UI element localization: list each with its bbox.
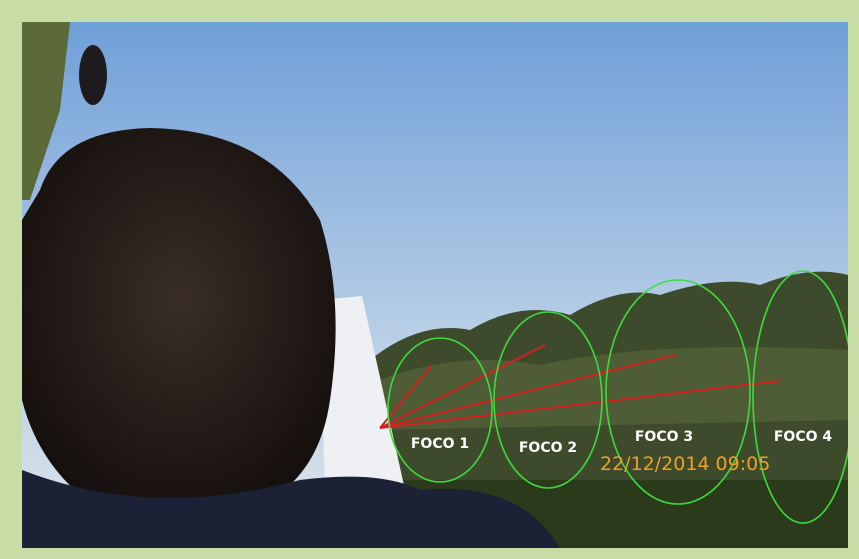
bird: [79, 45, 107, 105]
focus-label: FOCO 1: [411, 436, 469, 452]
photo: FOCO 1 FOCO 2 FOCO 3 FOCO 4 22/12/2014 0…: [22, 22, 853, 548]
page: FOCO 1 FOCO 2 FOCO 3 FOCO 4 22/12/2014 0…: [0, 0, 859, 559]
head: [22, 128, 336, 510]
focus-label: FOCO 4: [774, 429, 833, 445]
photo-frame: FOCO 1 FOCO 2 FOCO 3 FOCO 4 22/12/2014 0…: [0, 0, 859, 559]
focus-label: FOCO 2: [519, 440, 577, 456]
focus-label: FOCO 3: [635, 429, 693, 445]
timestamp: 22/12/2014 09:05: [600, 453, 770, 475]
